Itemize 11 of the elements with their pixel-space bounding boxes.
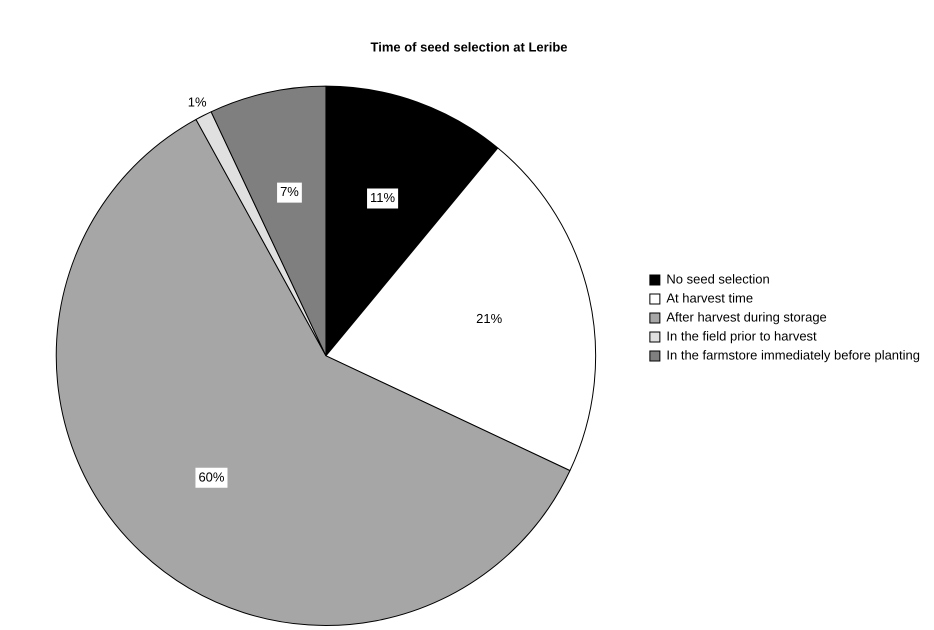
legend-label: In the field prior to harvest	[666, 328, 818, 344]
data-label: 11%	[370, 190, 396, 206]
data-label: 7%	[280, 184, 300, 200]
data-label: 21%	[476, 310, 503, 326]
data-label: 60%	[198, 469, 225, 484]
legend-label: No seed selection	[666, 272, 770, 287]
legend-label: At harvest time	[666, 290, 754, 306]
legend-label: In the farmstore immediately before planting	[666, 348, 920, 363]
data-label: 1%	[188, 94, 207, 110]
chart-title: Time of seed selection at Leribe	[370, 39, 568, 54]
legend-label: After harvest during storage	[666, 310, 827, 325]
